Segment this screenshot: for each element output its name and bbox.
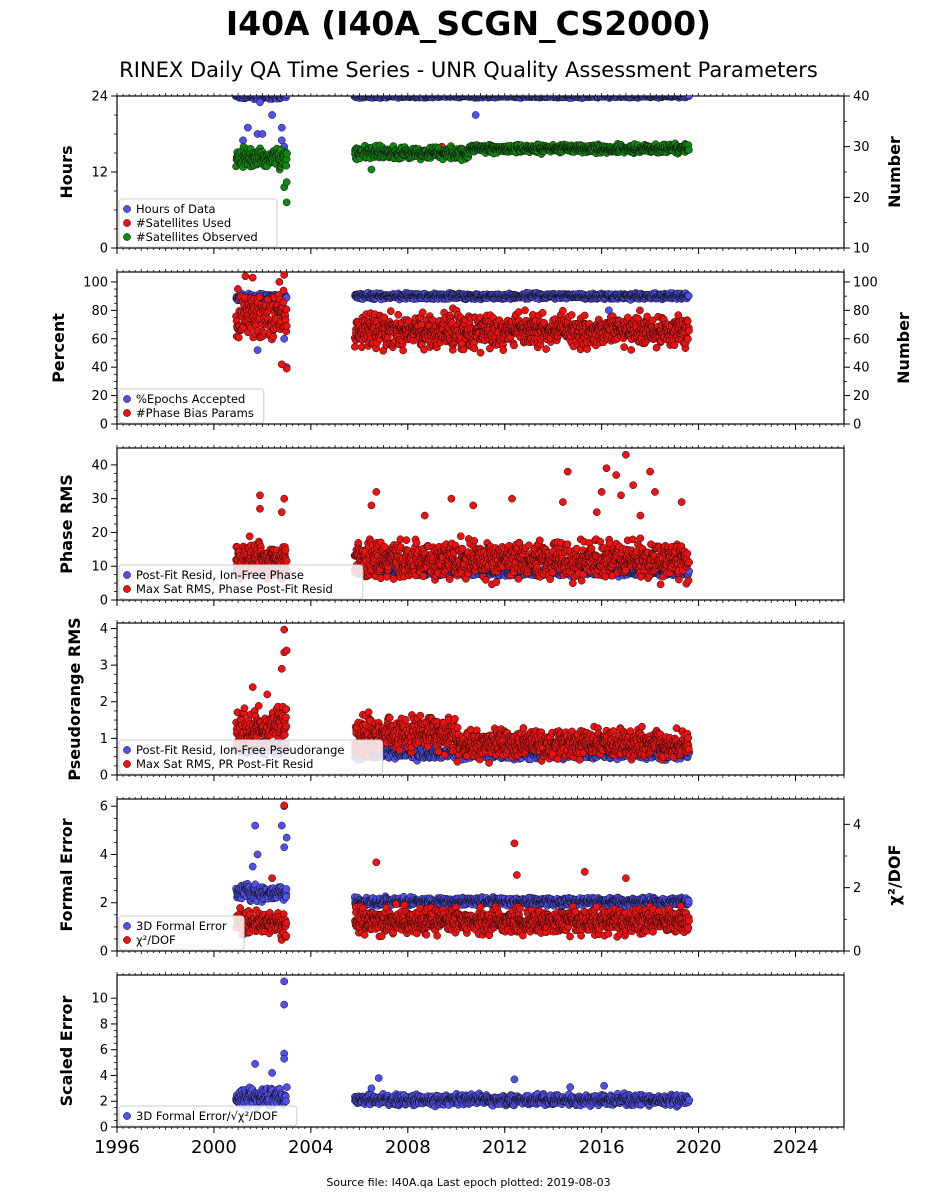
point-green-outlier	[282, 178, 291, 186]
point-red	[386, 307, 395, 315]
point-red	[620, 343, 628, 351]
y2-axis-label: Number	[894, 312, 913, 384]
point-blue	[246, 96, 251, 97]
y2-tick-label: 20	[853, 389, 870, 404]
point-red	[255, 293, 264, 301]
point-red	[542, 345, 550, 353]
legend-label: Hours of Data	[136, 202, 216, 216]
point-red	[357, 343, 366, 352]
legend-label: #Satellites Used	[136, 216, 231, 230]
y-axis-label: Percent	[49, 313, 68, 383]
y-tick-label: 100	[83, 275, 108, 290]
point-red	[279, 286, 288, 295]
point-red	[499, 346, 508, 354]
point-blue-outlier	[277, 136, 286, 145]
point-red	[394, 310, 403, 319]
y-tick-label: 40	[91, 361, 108, 376]
legend-marker	[123, 205, 131, 213]
legend-marker	[123, 233, 131, 241]
y-tick-label: 20	[91, 389, 108, 404]
y-tick-label: 80	[91, 304, 108, 319]
point-red	[510, 341, 518, 350]
y2-tick-label: 40	[853, 361, 870, 376]
y-tick-label: 12	[91, 166, 108, 181]
point-red	[269, 332, 278, 341]
point-blue-outlier	[268, 111, 276, 119]
point-blue-outlier	[239, 136, 247, 145]
y2-tick-label: 60	[853, 332, 870, 347]
point-red	[559, 306, 567, 315]
legend-label: #Satellites Observed	[136, 230, 258, 244]
y-axis-label: Hours	[57, 145, 76, 198]
point-red	[279, 298, 288, 307]
y2-tick-label: 10	[853, 242, 870, 257]
y2-tick-label: 0	[853, 418, 861, 433]
y2-tick-label: 20	[853, 191, 870, 206]
point-red	[521, 306, 529, 315]
point-blue-outlier	[253, 346, 262, 354]
point-green	[282, 161, 291, 170]
point-red	[627, 346, 636, 354]
point-green-outlier	[367, 165, 376, 174]
y2-tick-label: 100	[853, 275, 878, 290]
point-green-outlier	[282, 198, 291, 207]
y2-tick-label: 80	[853, 304, 870, 319]
y2-axis-label: Number	[885, 136, 904, 208]
point-red	[470, 344, 479, 353]
point-red	[538, 308, 547, 317]
point-red	[636, 306, 644, 315]
point-blue-outlier	[244, 123, 252, 132]
y-tick-label: 60	[91, 332, 108, 347]
point-red	[234, 333, 243, 342]
data-points	[231, 96, 693, 207]
point-red	[567, 311, 576, 319]
y2-tick-label: 30	[853, 140, 870, 155]
point-blue	[283, 96, 291, 99]
point-blue	[684, 291, 693, 300]
point-green	[685, 146, 693, 154]
point-blue-outlier	[280, 334, 289, 343]
point-blue-outlier	[471, 111, 480, 119]
point-red	[580, 311, 589, 320]
y-tick-label: 24	[91, 90, 108, 105]
point-green	[283, 149, 291, 158]
point-red	[234, 285, 242, 293]
chart-title: I40A (I40A_SCGN_CS2000)	[225, 4, 712, 43]
point-red	[351, 342, 359, 351]
point-blue	[684, 96, 693, 100]
point-red	[282, 322, 291, 330]
point-red	[418, 308, 427, 317]
legend-marker	[123, 219, 131, 227]
y-tick-label: 0	[100, 418, 108, 433]
point-red	[583, 345, 592, 353]
point-red	[514, 308, 523, 316]
y-tick-label: 0	[100, 242, 108, 257]
point-blue-outlier	[277, 123, 286, 132]
point-red	[282, 305, 291, 314]
point-blue-outlier	[256, 98, 264, 107]
panel-percent: 020406080100Percent020406080100Number%Ep…	[49, 269, 913, 433]
point-blue-outlier	[258, 130, 267, 138]
chart-subtitle: RINEX Daily QA Time Series - UNR Quality…	[119, 58, 818, 82]
point-red	[476, 348, 485, 357]
point-red	[399, 346, 408, 355]
y2-tick-label: 40	[853, 90, 870, 105]
